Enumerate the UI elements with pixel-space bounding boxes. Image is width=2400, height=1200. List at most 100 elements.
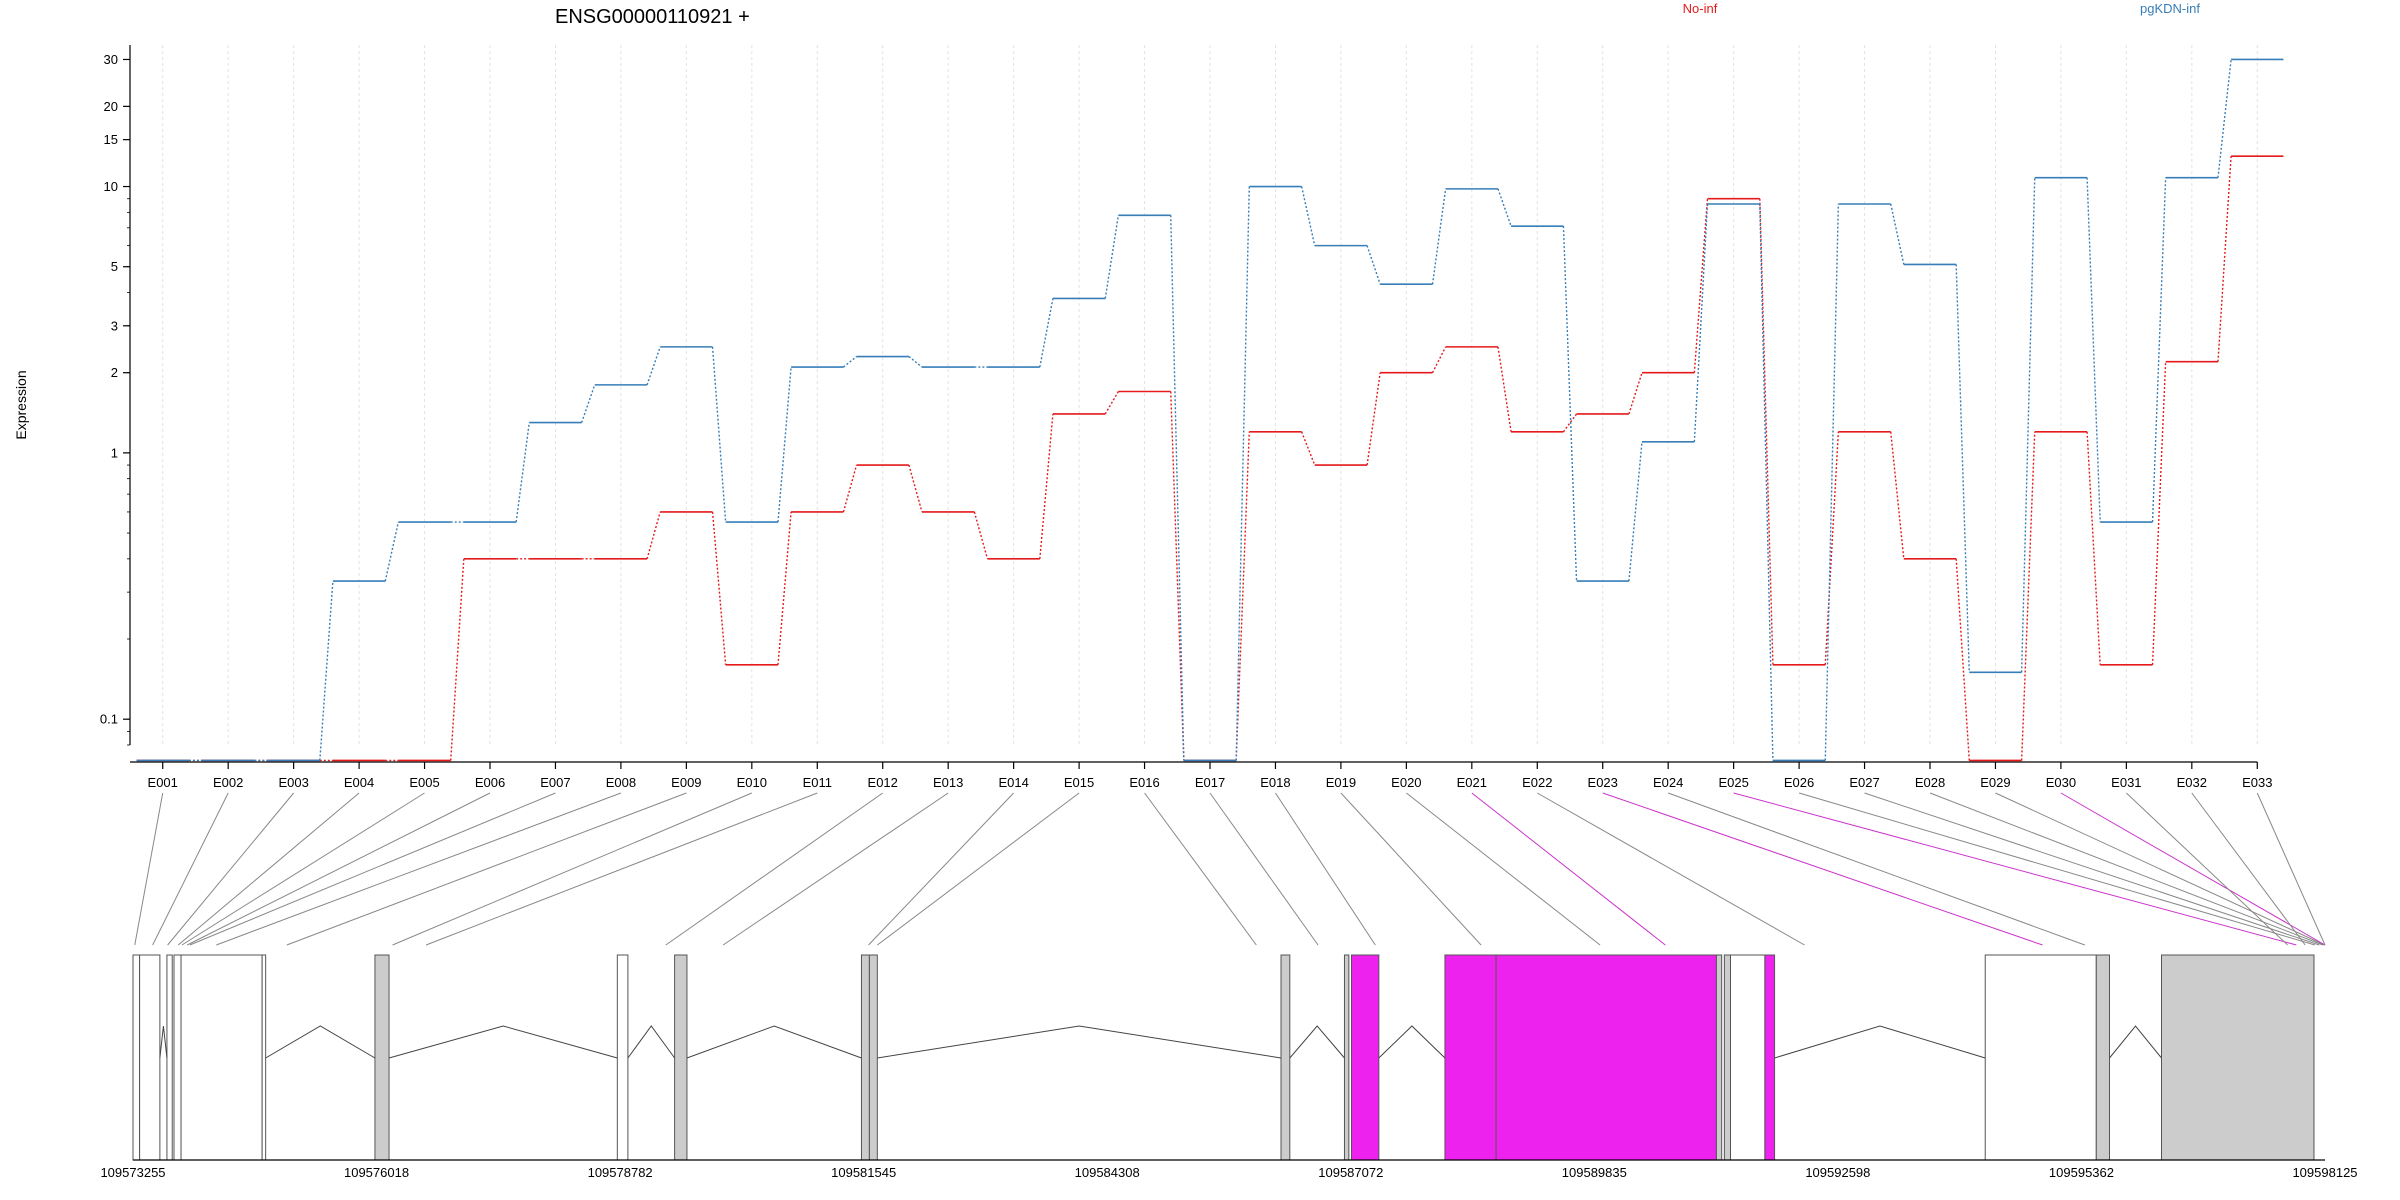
series-connector bbox=[1693, 198, 1709, 373]
exon-connector bbox=[186, 792, 491, 946]
intron-line bbox=[2109, 1025, 2162, 1059]
series-connector bbox=[908, 355, 923, 368]
x-tick-label: E012 bbox=[868, 775, 898, 790]
x-tick-label: E026 bbox=[1784, 775, 1814, 790]
exon-connector bbox=[1995, 792, 2325, 946]
exon-block bbox=[1444, 954, 1497, 1161]
exon-connector bbox=[665, 792, 884, 946]
exon-connector bbox=[1668, 792, 2085, 946]
exon-connector bbox=[1602, 792, 2043, 946]
exon-connector bbox=[1275, 792, 1376, 946]
exon-block bbox=[1343, 954, 1350, 1161]
exon-connector bbox=[877, 792, 1080, 946]
x-tick-label: E017 bbox=[1195, 775, 1225, 790]
intron-line bbox=[1289, 1025, 1345, 1059]
exon-connector bbox=[189, 792, 556, 946]
exon-block bbox=[616, 954, 629, 1161]
series-connector bbox=[1497, 346, 1512, 432]
series-connector bbox=[580, 384, 596, 423]
exon-connector bbox=[1929, 792, 2323, 946]
x-tick-label: E023 bbox=[1588, 775, 1618, 790]
legend-entry-no-inf: No-inf bbox=[1683, 1, 1718, 16]
series-connector bbox=[1300, 431, 1316, 466]
exon-connector bbox=[152, 792, 229, 946]
exon-block bbox=[1764, 954, 1776, 1161]
y-tick-label: 10 bbox=[104, 179, 118, 194]
series-connector bbox=[842, 464, 858, 513]
exon-block bbox=[166, 954, 173, 1161]
exon-block bbox=[2095, 954, 2111, 1161]
series-connector bbox=[1039, 298, 1054, 368]
y-tick-label: 20 bbox=[104, 99, 118, 114]
y-axis: 0.1 1 2 3 5 10 15 20 30 bbox=[100, 45, 131, 746]
x-tick-label: E027 bbox=[1849, 775, 1879, 790]
series-connector bbox=[1562, 226, 1578, 582]
x-axis: E001 E002 E003 E004 E005 E006 E007 E008 E009 E010… bbox=[130, 761, 2272, 790]
y-tick-label: 30 bbox=[104, 52, 118, 67]
exon-connectors bbox=[134, 792, 2326, 946]
gridlines bbox=[162, 45, 2258, 745]
coordinate-label: 109587072 bbox=[1318, 1165, 1383, 1180]
x-tick-label: E032 bbox=[2177, 775, 2207, 790]
exon-block bbox=[674, 954, 688, 1161]
x-tick-label: E005 bbox=[409, 775, 439, 790]
intron-line bbox=[265, 1025, 376, 1059]
exon-block bbox=[2161, 954, 2315, 1161]
exon-block bbox=[180, 954, 263, 1161]
exon-block bbox=[261, 954, 267, 1161]
x-tick-label: E009 bbox=[671, 775, 701, 790]
series-connector bbox=[1824, 431, 1840, 665]
coordinate-label: 109595362 bbox=[2049, 1165, 2114, 1180]
exon-connector bbox=[1798, 792, 2316, 946]
exon-block bbox=[1715, 954, 1723, 1161]
series-connector bbox=[1955, 558, 1970, 761]
coordinate-label: 109578782 bbox=[588, 1165, 653, 1180]
exon-connector bbox=[2126, 792, 2288, 946]
exon-connector bbox=[167, 792, 295, 946]
legend: No-inf pgKDN-inf bbox=[1683, 1, 2201, 16]
series-connector bbox=[1693, 203, 1709, 442]
coordinate-label: 109584308 bbox=[1075, 1165, 1140, 1180]
series-pgkdn-inf bbox=[136, 58, 2284, 762]
x-tick-label: E033 bbox=[2242, 775, 2272, 790]
coordinate-label: 109581545 bbox=[831, 1165, 896, 1180]
x-tick-label: E016 bbox=[1129, 775, 1159, 790]
x-tick-label: E030 bbox=[2046, 775, 2076, 790]
exon-connector bbox=[1537, 792, 1805, 946]
intron-line bbox=[1774, 1025, 1986, 1059]
series-connector bbox=[711, 511, 727, 665]
exon-block bbox=[374, 954, 390, 1161]
x-tick-label: E031 bbox=[2111, 775, 2141, 790]
exon-block bbox=[173, 954, 182, 1161]
intron-line bbox=[686, 1025, 862, 1059]
y-tick-label: 3 bbox=[111, 318, 118, 333]
x-tick-label: E006 bbox=[475, 775, 505, 790]
coordinate-label: 109573255 bbox=[100, 1165, 165, 1180]
x-tick-label: E022 bbox=[1522, 775, 1552, 790]
series-connector bbox=[384, 521, 400, 582]
series-connector bbox=[515, 422, 530, 523]
exon-block bbox=[1351, 954, 1380, 1161]
series-connector bbox=[2086, 431, 2101, 665]
series-connector bbox=[2217, 156, 2232, 362]
exon-connector bbox=[1733, 792, 2297, 946]
x-tick-label: E021 bbox=[1457, 775, 1487, 790]
exon-connector bbox=[868, 792, 1014, 946]
series-connector bbox=[1562, 413, 1578, 433]
exon-connector bbox=[1864, 792, 2320, 946]
exon-connector bbox=[181, 792, 425, 946]
exon-block bbox=[1984, 954, 2097, 1161]
series-connector bbox=[1431, 188, 1447, 285]
y-tick-label: 5 bbox=[111, 259, 118, 274]
coordinate-label: 109576018 bbox=[344, 1165, 409, 1180]
series-connector bbox=[973, 511, 989, 560]
series-connector bbox=[1235, 431, 1250, 761]
y-axis-label: Expression bbox=[13, 370, 29, 439]
exon-connector bbox=[722, 792, 949, 946]
x-tick-label: E007 bbox=[540, 775, 570, 790]
chart-title: ENSG00000110921 + bbox=[555, 6, 750, 28]
x-tick-label: E004 bbox=[344, 775, 374, 790]
exon-block bbox=[1723, 954, 1732, 1161]
intron-line bbox=[627, 1025, 676, 1059]
